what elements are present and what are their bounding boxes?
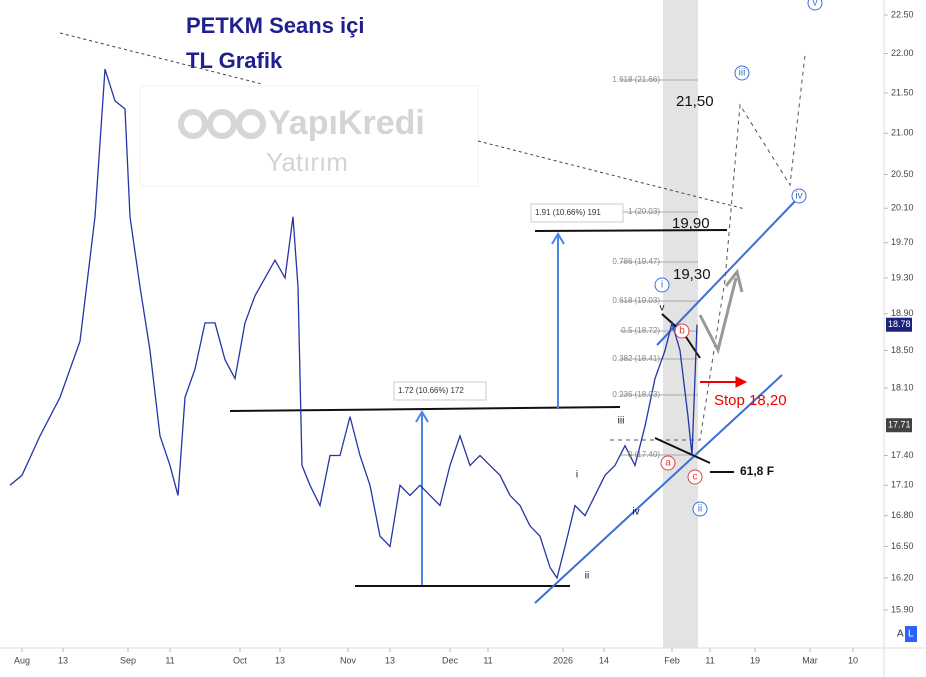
y-tick-label: 22.50 xyxy=(891,9,914,19)
annotation: 0.786 (19.47) xyxy=(612,257,660,266)
x-tick-label: 2026 xyxy=(553,655,573,665)
y-tick-label: 16.80 xyxy=(891,510,914,520)
annotation: 1 (20.03) xyxy=(628,207,660,216)
price-tag-label: 18.78 xyxy=(888,319,911,329)
x-tick-label: 19 xyxy=(750,655,760,665)
wave-label: iv xyxy=(795,191,802,202)
wave-label: ii xyxy=(585,571,589,582)
price-tag-label: 17.71 xyxy=(888,420,911,430)
wave-label: iv xyxy=(632,507,639,518)
wave-label: v xyxy=(660,303,665,314)
y-tick-label: 16.50 xyxy=(891,541,914,551)
x-tick-label: Mar xyxy=(802,655,818,665)
x-tick-label: Nov xyxy=(340,655,357,665)
wave-label: c xyxy=(693,472,698,483)
price-tag xyxy=(886,317,912,332)
annotation: 19,90 xyxy=(672,215,710,232)
x-tick-label: Sep xyxy=(120,655,136,665)
wave-label: i xyxy=(576,470,578,481)
x-tick-label: Feb xyxy=(664,655,680,665)
annotation: 0 (17.40) xyxy=(628,450,660,459)
price-tag xyxy=(886,418,912,433)
wave-circle xyxy=(654,277,670,293)
x-tick-label: 14 xyxy=(599,655,609,665)
wave-circle xyxy=(734,65,750,81)
y-tick-label: 17.40 xyxy=(891,450,914,460)
wave-label: i xyxy=(661,280,663,291)
wave-circle xyxy=(687,469,703,485)
annotation-box xyxy=(530,203,624,223)
drawings xyxy=(59,32,806,604)
y-tick-label: 20.10 xyxy=(891,203,914,213)
wave-circle xyxy=(791,188,807,204)
wave-label: b xyxy=(679,326,685,337)
x-tick-label: 13 xyxy=(58,655,68,665)
wave-circle xyxy=(674,323,690,339)
y-tick-label: 19.30 xyxy=(891,272,914,282)
x-tick-label: 13 xyxy=(275,655,285,665)
annotation: 0.236 (18.03) xyxy=(612,390,660,399)
chart-title: PETKM Seans içi xyxy=(186,13,365,38)
annotation: 0.5 (18.72) xyxy=(621,326,660,335)
annotation: 61,8 F xyxy=(740,464,774,478)
watermark-logo xyxy=(178,109,266,139)
x-tick-label: 11 xyxy=(165,655,174,665)
y-tick-label: 17.10 xyxy=(891,480,914,490)
y-tick-label: 21.00 xyxy=(891,128,914,138)
wave-circle xyxy=(807,0,823,11)
x-tick-label: Aug xyxy=(14,655,30,665)
scale-button[interactable]: L xyxy=(908,629,914,640)
wave-label: iii xyxy=(739,68,746,79)
wave-label: v xyxy=(813,0,818,9)
y-tick-label: 21.50 xyxy=(891,87,914,97)
price-line xyxy=(9,69,698,580)
x-tick-label: 11 xyxy=(483,655,492,665)
annotation: 0.382 (18.41) xyxy=(612,354,660,363)
scale-button[interactable]: A xyxy=(897,629,904,640)
annotation: 19,30 xyxy=(673,266,711,283)
wave-circle xyxy=(660,455,676,471)
annotation: 1.91 (10.66%) 191 xyxy=(535,208,601,217)
watermark-box xyxy=(139,85,479,187)
scale-button-bg[interactable] xyxy=(905,626,917,642)
y-tick-label: 22.00 xyxy=(891,48,914,58)
chart-title: TL Grafik xyxy=(186,48,283,73)
annotation: 1.72 (10.66%) 172 xyxy=(398,386,464,395)
x-tick-label: 11 xyxy=(705,655,714,665)
y-tick-label: 16.20 xyxy=(891,572,914,582)
x-tick-label: Dec xyxy=(442,655,459,665)
watermark-text: Yatırım xyxy=(266,147,348,177)
wave-label: a xyxy=(665,458,671,469)
wave-label: iii xyxy=(618,416,625,427)
y-tick-label: 18.10 xyxy=(891,382,914,392)
y-tick-label: 20.50 xyxy=(891,169,914,179)
annotation-box xyxy=(393,381,487,401)
annotation: Stop 18,20 xyxy=(714,392,787,409)
y-tick-label: 18.90 xyxy=(891,308,914,318)
wave-label: ii xyxy=(698,504,702,515)
annotation: 0.618 (19.03) xyxy=(612,296,660,305)
x-tick-label: Oct xyxy=(233,655,248,665)
watermark-text: YapıKredi xyxy=(268,104,425,142)
y-tick-label: 19.70 xyxy=(891,237,914,247)
wave-circle xyxy=(692,501,708,517)
x-tick-label: 13 xyxy=(385,655,395,665)
annotation: 21,50 xyxy=(676,93,714,110)
x-tick-label: 10 xyxy=(848,655,858,665)
annotation: 1.618 (21.66) xyxy=(612,75,660,84)
y-tick-label: 18.50 xyxy=(891,345,914,355)
y-tick-label: 15.90 xyxy=(891,604,914,614)
